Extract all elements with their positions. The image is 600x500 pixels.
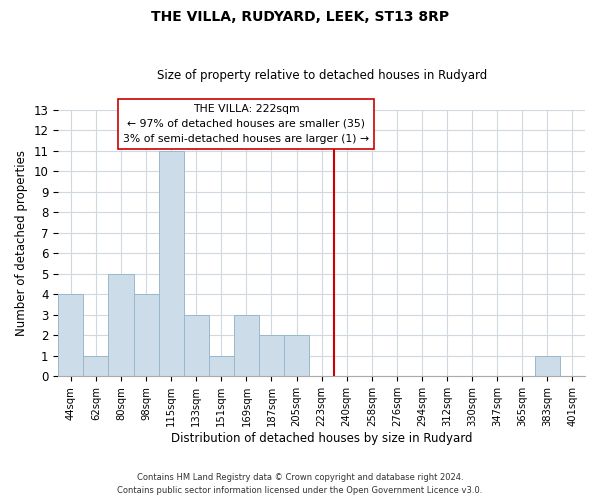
Text: Contains HM Land Registry data © Crown copyright and database right 2024.
Contai: Contains HM Land Registry data © Crown c… <box>118 474 482 495</box>
Bar <box>259 336 284 376</box>
Bar <box>209 356 234 376</box>
X-axis label: Distribution of detached houses by size in Rudyard: Distribution of detached houses by size … <box>171 432 472 445</box>
Bar <box>535 356 560 376</box>
Bar <box>284 336 309 376</box>
Bar <box>109 274 134 376</box>
Bar <box>184 315 209 376</box>
Text: THE VILLA, RUDYARD, LEEK, ST13 8RP: THE VILLA, RUDYARD, LEEK, ST13 8RP <box>151 10 449 24</box>
Title: Size of property relative to detached houses in Rudyard: Size of property relative to detached ho… <box>157 69 487 82</box>
Bar <box>134 294 158 376</box>
Text: THE VILLA: 222sqm
← 97% of detached houses are smaller (35)
3% of semi-detached : THE VILLA: 222sqm ← 97% of detached hous… <box>124 104 370 144</box>
Bar <box>58 294 83 376</box>
Bar <box>158 150 184 376</box>
Bar <box>83 356 109 376</box>
Y-axis label: Number of detached properties: Number of detached properties <box>15 150 28 336</box>
Bar <box>234 315 259 376</box>
